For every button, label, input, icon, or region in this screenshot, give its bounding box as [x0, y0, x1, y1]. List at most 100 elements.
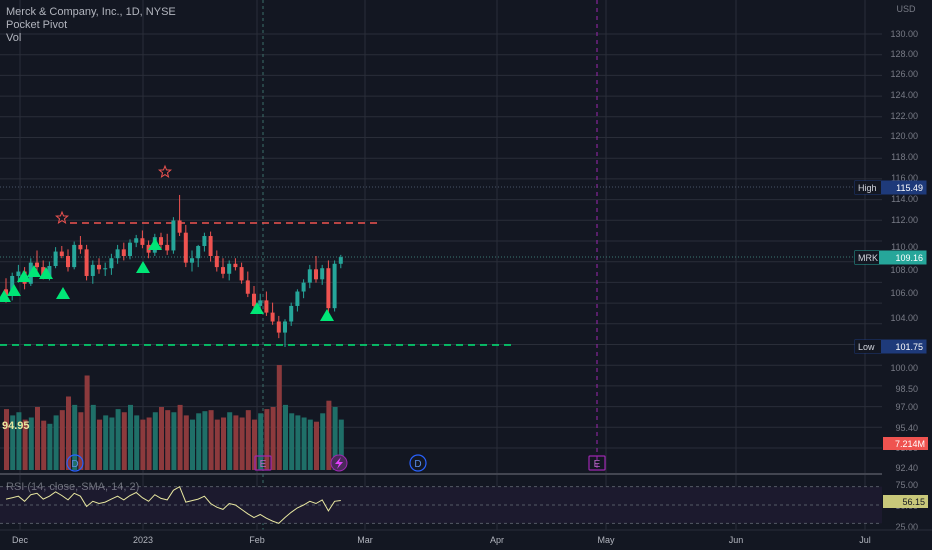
volume-bar — [289, 413, 295, 470]
price-tick-label: 116.00 — [891, 173, 918, 183]
volume-bar — [146, 417, 152, 470]
candle-body — [283, 321, 287, 333]
low-badge-tag — [855, 340, 881, 353]
candle-body — [84, 249, 89, 276]
candle-body — [227, 263, 232, 274]
volume-bar — [196, 413, 202, 470]
volume-bar — [332, 407, 338, 470]
volume-bar — [227, 412, 233, 470]
volume-bar — [84, 375, 90, 470]
volume-bar — [208, 410, 214, 470]
rsi-badge-value: 56.15 — [902, 497, 925, 507]
high-badge-tag — [855, 181, 881, 194]
volume-bar — [183, 415, 189, 470]
time-axis[interactable]: Dec 2023 Feb Mar Apr May Jun Jul — [0, 529, 932, 550]
currency-label: USD — [896, 4, 916, 14]
candle-body — [202, 236, 207, 247]
volume-bar — [295, 415, 301, 470]
volume-bar — [165, 410, 171, 470]
candle-body — [196, 246, 201, 259]
price-tick-label: 104.00 — [890, 313, 918, 323]
candle-body — [326, 268, 331, 309]
volume-bar — [59, 410, 65, 470]
time-tick-label: Dec — [12, 535, 29, 545]
low-badge-tag-text: Low — [858, 342, 875, 352]
price-tick-label: 126.00 — [890, 69, 918, 79]
time-tick-label: Jul — [859, 535, 871, 545]
rsi-badge-bg — [883, 495, 928, 508]
volume-bar — [121, 412, 127, 470]
volume-bar — [252, 419, 257, 470]
indicator-name[interactable]: Pocket Pivot — [6, 19, 68, 31]
price-tick-label: 98.50 — [895, 384, 918, 394]
candle-body — [35, 262, 39, 268]
volume-badge-value: 7.214M — [895, 439, 925, 449]
candle-body — [10, 275, 15, 296]
price-axis[interactable]: USD 130.00 128.00 126.00 124.00 122.00 120.00 1… — [882, 0, 932, 550]
volume-bar — [314, 421, 319, 470]
candle-body — [314, 269, 318, 280]
volume-bar — [115, 409, 121, 470]
candle-body — [16, 271, 21, 276]
candle-body — [53, 251, 58, 266]
candle-body — [159, 237, 163, 245]
dividend-icon — [66, 454, 84, 472]
volume-bar — [245, 410, 251, 470]
pocket-pivot-triangle — [39, 267, 53, 279]
candle-body — [4, 289, 8, 296]
price-tick-label: 97.00 — [895, 402, 918, 412]
price-badges: High 115.49 MRK 109.16 Low 101.75 7.214M 56.15 — [854, 180, 928, 508]
volume-bar — [35, 407, 40, 470]
volume-bar — [221, 417, 226, 470]
price-tick-label: 114.00 — [891, 194, 918, 204]
volume-bar — [190, 419, 195, 470]
volume-bar — [214, 419, 220, 470]
rsi-label[interactable]: RSI (14, close, SMA, 14, 2) — [6, 481, 140, 493]
price-tick-label: 120.00 — [890, 131, 918, 141]
candle-body — [177, 220, 182, 233]
low-badge-value-bg — [881, 340, 926, 353]
volume-bar — [171, 412, 177, 470]
time-tick-label: Apr — [490, 535, 504, 545]
candle-body — [295, 291, 300, 306]
candle-body — [47, 265, 52, 276]
earnings-icon — [588, 455, 606, 471]
candle-body — [41, 267, 46, 276]
symbol-title[interactable]: Merck & Company, Inc., 1D, NYSE — [6, 6, 176, 18]
volume-bar — [47, 423, 53, 470]
volume-bar — [90, 404, 96, 470]
volume-name[interactable]: Vol — [6, 32, 22, 44]
volume-bar — [159, 407, 164, 470]
candle-body — [109, 258, 114, 269]
high-badge-value: 115.49 — [896, 183, 923, 193]
candle-body — [270, 312, 275, 322]
candle-body — [214, 256, 219, 268]
price-tick-label: 110.00 — [891, 242, 918, 252]
candle-body — [90, 264, 95, 276]
volume-bar — [338, 419, 344, 470]
volume-bar — [97, 419, 102, 470]
price-tick-label: 100.00 — [890, 363, 918, 373]
pocket-pivot-triangle — [56, 287, 70, 299]
volume-bar — [10, 415, 16, 470]
volume-bar — [307, 419, 313, 470]
candle-body — [252, 293, 256, 306]
volume-bar — [4, 409, 9, 470]
candle-body — [134, 238, 139, 243]
pocket-pivot-triangle — [0, 290, 11, 302]
pocket-pivot-triangle — [27, 265, 41, 277]
candle-body — [289, 305, 294, 322]
candle-body — [115, 249, 120, 259]
volume-bar — [41, 420, 47, 470]
rsi-pane — [0, 485, 882, 524]
high-badge-value-bg — [881, 181, 926, 194]
candle-body — [121, 249, 126, 256]
pocket-pivot-signals — [0, 164, 334, 321]
price-tick-label: 124.00 — [890, 90, 918, 100]
volume-bar — [258, 413, 264, 470]
price-tick-label: 92.40 — [895, 463, 918, 473]
time-tick-label: 2023 — [133, 535, 153, 545]
high-badge-tag-text: High — [858, 183, 877, 193]
